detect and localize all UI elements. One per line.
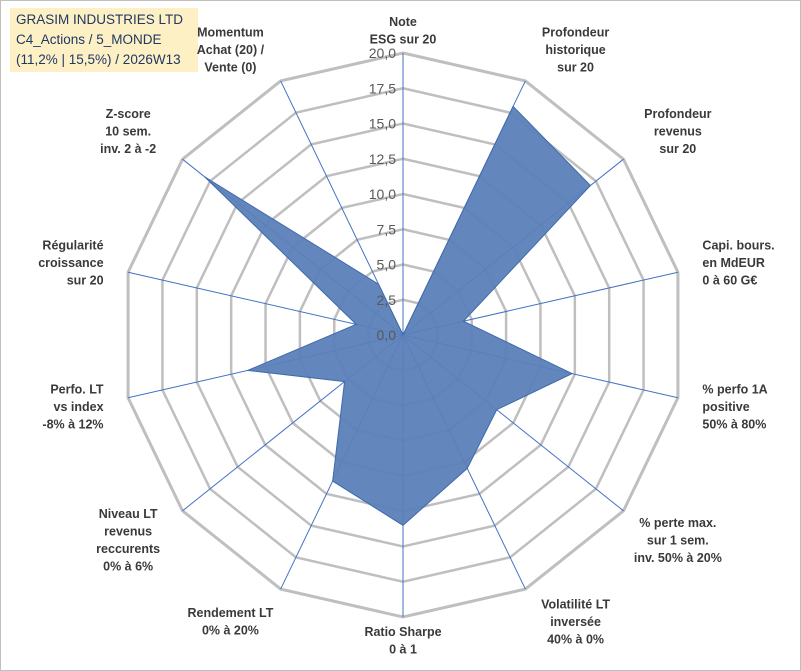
axis-label-line: Régularité bbox=[42, 238, 103, 252]
axis-label-line: Momentum bbox=[197, 26, 264, 40]
axis-label-line: Volatilité LT bbox=[541, 597, 610, 611]
tick-label: 7,5 bbox=[377, 221, 397, 237]
axis-label-line: Z-score bbox=[106, 107, 151, 121]
axis-label: Perfo. LT vs index -8% à 12% bbox=[42, 383, 104, 432]
axis-label-line: 50% à 80% bbox=[702, 418, 766, 432]
radar-axis-labels: Note ESG sur 20 Profondeur historique sur 20… bbox=[38, 15, 774, 657]
axis-label-line: Niveau LT bbox=[99, 507, 158, 521]
axis-label-line: inversée bbox=[550, 615, 601, 629]
axis-label: Volatilité LT inversée 40% à 0% bbox=[541, 597, 610, 646]
axis-label-line: inv. 2 à -2 bbox=[100, 142, 156, 156]
axis-label-line: sur 20 bbox=[67, 273, 104, 287]
axis-label: Momentum Achat (20) / Vente (0) bbox=[197, 26, 265, 75]
chart-title-box: GRASIM INDUSTRIES LTD C4_Actions / 5_MON… bbox=[10, 8, 198, 72]
axis-label-line: % perfo 1A bbox=[702, 383, 767, 397]
category-label: C4_Actions / 5_MONDE bbox=[16, 32, 162, 47]
axis-label: Capi. bours. en MdEUR 0 à 60 G€ bbox=[702, 238, 774, 287]
radar-tick-labels: 0,0 2,5 5,0 7,5 10,0 12,5 15,0 17,5 20,0 bbox=[369, 45, 396, 343]
axis-label-line: Profondeur bbox=[644, 107, 711, 121]
tick-label: 15,0 bbox=[369, 116, 396, 132]
axis-label-line: positive bbox=[702, 400, 749, 414]
tick-label: 17,5 bbox=[369, 80, 396, 96]
axis-label: Z-score 10 sem. inv. 2 à -2 bbox=[100, 107, 156, 156]
axis-label: Profondeur historique sur 20 bbox=[542, 26, 609, 75]
tick-label: 5,0 bbox=[377, 257, 397, 273]
axis-label: % perte max. sur 1 sem. inv. 50% à 20% bbox=[634, 516, 722, 565]
axis-label: Rendement LT 0% à 20% bbox=[187, 606, 273, 638]
axis-label-line: 0 à 60 G€ bbox=[702, 273, 757, 287]
axis-label-line: vs index bbox=[54, 400, 104, 414]
axis-label-line: sur 20 bbox=[659, 142, 696, 156]
axis-label-line: Achat (20) / bbox=[197, 43, 265, 57]
axis-label-line: sur 1 sem. bbox=[647, 533, 709, 547]
axis-label-line: en MdEUR bbox=[702, 256, 765, 270]
axis-label: Régularité croissance sur 20 bbox=[38, 238, 103, 287]
tick-label: 0,0 bbox=[377, 327, 397, 343]
axis-label-line: Note bbox=[389, 15, 417, 29]
axis-label-line: 40% à 0% bbox=[547, 632, 604, 646]
axis-label-line: Capi. bours. bbox=[702, 238, 774, 252]
tick-label: 10,0 bbox=[369, 186, 396, 202]
tick-label: 12,5 bbox=[369, 151, 396, 167]
axis-label-line: sur 20 bbox=[557, 61, 594, 75]
axis-label-line: historique bbox=[545, 43, 605, 57]
axis-label-line: Perfo. LT bbox=[50, 383, 104, 397]
axis-label-line: ESG sur 20 bbox=[370, 32, 437, 46]
axis-label-line: revenus bbox=[654, 125, 702, 139]
axis-label-line: Vente (0) bbox=[204, 61, 256, 75]
axis-label-line: Rendement LT bbox=[187, 606, 273, 620]
axis-label-line: croissance bbox=[38, 256, 103, 270]
axis-label-line: % perte max. bbox=[639, 516, 716, 530]
axis-label-line: Ratio Sharpe bbox=[364, 625, 441, 639]
data-area bbox=[204, 105, 592, 526]
axis-label-line: reccurents bbox=[96, 542, 160, 556]
axis-label-line: -8% à 12% bbox=[42, 418, 103, 432]
axis-label-line: 0 à 1 bbox=[389, 642, 417, 656]
axis-label-line: revenus bbox=[104, 525, 152, 539]
axis-label: Profondeur revenus sur 20 bbox=[644, 107, 711, 156]
company-name: GRASIM INDUSTRIES LTD bbox=[16, 12, 184, 27]
axis-label: % perfo 1A positive 50% à 80% bbox=[702, 383, 767, 432]
axis-label-line: 0% à 20% bbox=[202, 624, 259, 638]
axis-label: Niveau LT revenus reccurents 0% à 6% bbox=[96, 507, 160, 574]
axis-label: Ratio Sharpe 0 à 1 bbox=[364, 625, 441, 657]
axis-label-line: inv. 50% à 20% bbox=[634, 551, 722, 565]
axis-label: Note ESG sur 20 bbox=[370, 15, 437, 47]
axis-label-line: Profondeur bbox=[542, 26, 609, 40]
axis-label-line: 10 sem. bbox=[105, 125, 151, 139]
tick-label: 2,5 bbox=[377, 292, 397, 308]
performance-summary: (11,2% | 15,5%) / 2026W13 bbox=[16, 52, 181, 67]
axis-label-line: 0% à 6% bbox=[103, 560, 153, 574]
tick-label: 20,0 bbox=[369, 45, 396, 61]
radar-series bbox=[204, 105, 592, 526]
